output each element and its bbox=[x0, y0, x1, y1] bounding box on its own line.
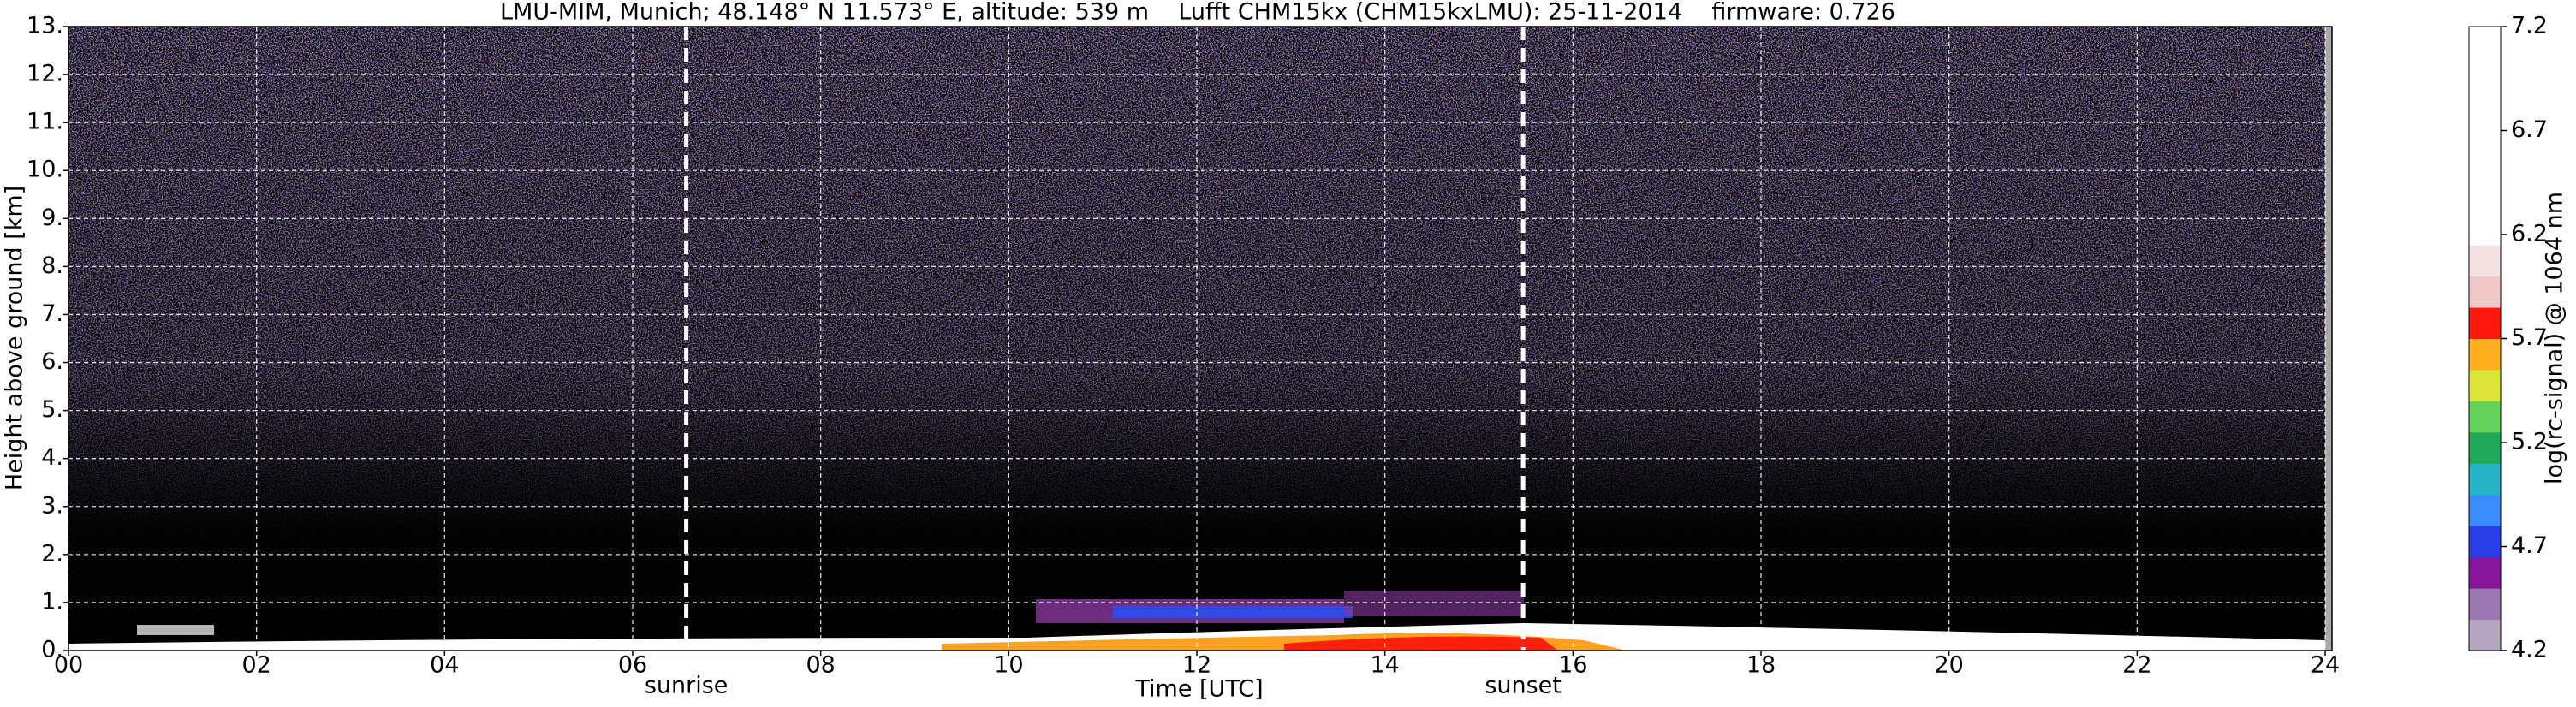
y-axis-label: Height above ground [km] bbox=[2, 186, 28, 490]
x-tick-label: 06 bbox=[618, 652, 647, 679]
low-cloud bbox=[137, 625, 214, 635]
y-tick-label: 12. bbox=[27, 61, 63, 87]
colorbar-segment bbox=[2469, 338, 2501, 371]
x-tick-label: 04 bbox=[430, 652, 459, 679]
y-tick-label: 11. bbox=[27, 109, 63, 135]
x-tick-label: 02 bbox=[241, 652, 271, 679]
colorbar-tick-label: 5.7 bbox=[2511, 324, 2548, 351]
colorbar-segment bbox=[2469, 619, 2501, 651]
colorbar-segment bbox=[2469, 213, 2501, 246]
x-tick-label: 18 bbox=[1746, 652, 1776, 679]
y-tick-label: 6. bbox=[41, 348, 63, 375]
y-tick-label: 1. bbox=[41, 588, 63, 615]
plot-frame bbox=[68, 26, 2333, 651]
x-tick-label: 16 bbox=[1558, 652, 1587, 679]
x-tick-label: 10 bbox=[994, 652, 1023, 679]
layer-blue bbox=[1113, 606, 1353, 618]
colorbar-segment bbox=[2469, 307, 2501, 339]
colorbar-segment bbox=[2469, 369, 2501, 401]
colorbar-segment bbox=[2469, 401, 2501, 433]
colorbar-segment bbox=[2469, 526, 2501, 558]
colorbar-tick-label: 4.2 bbox=[2511, 637, 2548, 663]
colorbar-segment bbox=[2469, 151, 2501, 183]
y-tick-label: 9. bbox=[41, 205, 63, 231]
image-edge bbox=[2325, 27, 2332, 651]
colorbar-segment bbox=[2469, 463, 2501, 496]
x-axis-label: Time [UTC] bbox=[1134, 676, 1263, 703]
colorbar-tick-label: 7.2 bbox=[2511, 13, 2548, 39]
colorbar-tick-label: 4.7 bbox=[2511, 532, 2548, 559]
ground-layer-red bbox=[1284, 636, 1558, 651]
y-tick-label: 13. bbox=[27, 13, 63, 39]
x-tick-label: 20 bbox=[1934, 652, 1963, 679]
y-tick-label: 5. bbox=[41, 396, 63, 423]
y-tick-label: 3. bbox=[41, 492, 63, 519]
annotation-label: sunset bbox=[1484, 673, 1562, 699]
x-tick-label: 24 bbox=[2311, 652, 2340, 679]
colorbar-segment bbox=[2469, 88, 2501, 121]
colorbar-segment bbox=[2469, 276, 2501, 308]
colorbar-segment bbox=[2469, 57, 2501, 90]
colorbar-segment bbox=[2469, 588, 2501, 621]
y-tick-label: 4. bbox=[41, 444, 63, 471]
x-tick-label: 00 bbox=[54, 652, 83, 679]
x-tick-label: 14 bbox=[1370, 652, 1399, 679]
x-tick-label: 22 bbox=[2122, 652, 2151, 679]
colorbar-tick-label: 6.7 bbox=[2511, 116, 2548, 143]
chart-title: LMU-MIM, Munich; 48.148° N 11.573° E, al… bbox=[500, 0, 1895, 26]
y-tick-label: 10. bbox=[27, 157, 63, 183]
y-tick-label: 0. bbox=[41, 637, 63, 663]
colorbar-segment bbox=[2469, 27, 2501, 58]
layer-purple-2 bbox=[1344, 591, 1524, 616]
annotation-label: sunrise bbox=[645, 673, 729, 699]
colorbar-tick-label: 6.2 bbox=[2511, 221, 2548, 247]
colorbar-segment bbox=[2469, 556, 2501, 589]
x-tick-label: 12 bbox=[1182, 652, 1211, 679]
colorbar-segment bbox=[2469, 182, 2501, 215]
colorbar-segment bbox=[2469, 494, 2501, 526]
colorbar-tick-label: 5.2 bbox=[2511, 429, 2548, 455]
x-tick-label: 08 bbox=[806, 652, 835, 679]
y-tick-label: 2. bbox=[41, 540, 63, 567]
colorbar-segment bbox=[2469, 431, 2501, 464]
colorbar-segment bbox=[2469, 120, 2501, 152]
y-tick-label: 7. bbox=[41, 300, 63, 327]
colorbar-label: log(rc-signal) @ 1064 nm bbox=[2542, 192, 2568, 484]
y-tick-label: 8. bbox=[41, 253, 63, 279]
colorbar-segment bbox=[2469, 245, 2501, 277]
